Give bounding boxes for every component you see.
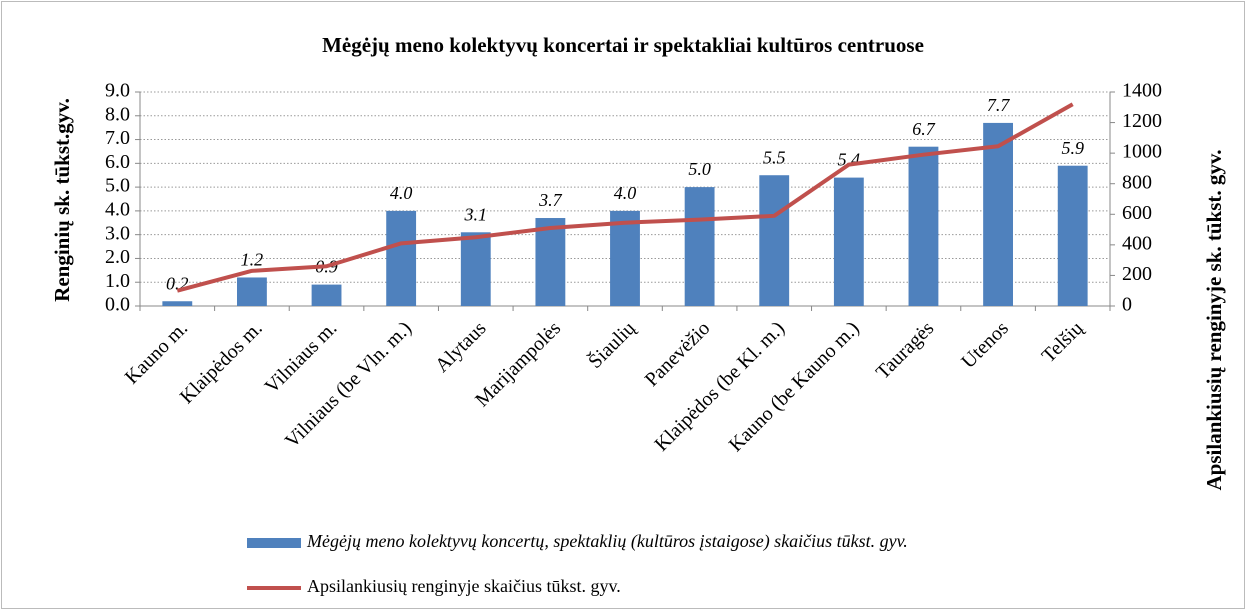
bar	[684, 187, 715, 306]
data-label: 3.1	[464, 204, 488, 224]
y2-axis-label: Apsilankiusių renginyje sk. tūkst. gyv.	[1202, 150, 1226, 491]
y-tick-label: 0.0	[105, 294, 130, 316]
data-label: 4.0	[614, 183, 637, 203]
y-tick-label: 6.0	[105, 151, 130, 173]
y-tick-label: 9.0	[105, 80, 130, 102]
y-axis-label: Renginių sk. tūkst.gyv.	[50, 98, 74, 302]
bar	[1057, 165, 1088, 306]
bar	[311, 284, 342, 306]
y-tick-label: 1.0	[105, 270, 130, 292]
y-tick-label: 4.0	[105, 198, 130, 220]
data-label: 5.9	[1061, 138, 1084, 158]
y2-tick-label: 1400	[1122, 80, 1162, 102]
bar	[908, 146, 939, 306]
bar	[833, 177, 864, 306]
bar	[162, 301, 193, 306]
data-label: 6.7	[912, 119, 936, 139]
y2-tick-label: 800	[1122, 171, 1152, 193]
y-tick-label: 3.0	[105, 222, 130, 244]
bar	[237, 277, 267, 306]
y-tick-label: 8.0	[105, 103, 130, 125]
data-label: 3.7	[538, 190, 563, 210]
data-label: 5.0	[688, 159, 711, 179]
y2-tick-label: 0	[1122, 294, 1132, 316]
data-label: 7.7	[987, 95, 1011, 115]
data-label: 4.0	[390, 183, 413, 203]
y2-tick-label: 600	[1122, 202, 1152, 224]
y2-tick-label: 1200	[1122, 110, 1162, 132]
legend-swatch	[247, 538, 301, 548]
y-tick-label: 7.0	[105, 127, 130, 149]
y2-tick-label: 400	[1122, 232, 1152, 254]
chart-title: Mėgėjų meno kolektyvų koncertai ir spekt…	[322, 33, 924, 57]
bar	[535, 218, 566, 306]
data-label: 5.5	[763, 147, 786, 167]
line-series	[176, 102, 1074, 293]
y-tick-label: 5.0	[105, 175, 130, 197]
legend-label: Apsilankiusių renginyje skaičius tūkst. …	[307, 576, 621, 596]
y-tick-label: 2.0	[105, 246, 130, 268]
data-label: 1.2	[241, 250, 264, 270]
y2-tick-label: 1000	[1122, 141, 1162, 163]
bar	[610, 210, 640, 306]
bar	[386, 210, 417, 306]
bar	[460, 232, 491, 306]
y2-tick-label: 200	[1122, 263, 1152, 285]
bar	[759, 175, 790, 306]
bar	[983, 122, 1013, 307]
legend-label: Mėgėjų meno kolektyvų koncertų, spektakl…	[306, 531, 908, 552]
